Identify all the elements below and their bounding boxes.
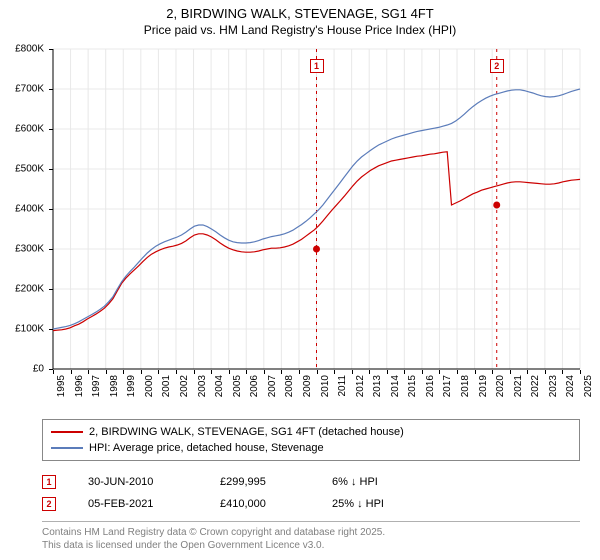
- x-axis-label: 2006: [249, 375, 260, 405]
- chart-marker-badge: 2: [490, 59, 504, 73]
- x-axis-label: 2004: [214, 375, 225, 405]
- x-axis-label: 2008: [284, 375, 295, 405]
- x-axis-label: 1997: [91, 375, 102, 405]
- x-axis-label: 2014: [390, 375, 401, 405]
- legend-label-hpi: HPI: Average price, detached house, Stev…: [89, 440, 324, 456]
- x-axis-label: 2007: [267, 375, 278, 405]
- x-axis-label: 2025: [583, 375, 594, 405]
- event-price: £410,000: [220, 498, 300, 510]
- x-axis-label: 2023: [548, 375, 559, 405]
- y-axis-label: £600K: [15, 124, 44, 135]
- event-delta: 25% ↓ HPI: [332, 498, 432, 510]
- x-axis-label: 2024: [565, 375, 576, 405]
- event-price: £299,995: [220, 476, 300, 488]
- chart-title: 2, BIRDWING WALK, STEVENAGE, SG1 4FT: [0, 6, 600, 21]
- x-axis-label: 2009: [302, 375, 313, 405]
- x-axis-label: 2001: [161, 375, 172, 405]
- chart-container: 2, BIRDWING WALK, STEVENAGE, SG1 4FT Pri…: [0, 0, 600, 560]
- x-axis-label: 2010: [320, 375, 331, 405]
- y-axis-label: £100K: [15, 324, 44, 335]
- legend-row: HPI: Average price, detached house, Stev…: [51, 440, 571, 456]
- x-axis-label: 1995: [56, 375, 67, 405]
- event-badge-1: 1: [42, 475, 56, 489]
- event-delta: 6% ↓ HPI: [332, 476, 432, 488]
- x-axis-label: 1998: [109, 375, 120, 405]
- event-row: 2 05-FEB-2021 £410,000 25% ↓ HPI: [42, 493, 580, 515]
- x-axis-label: 2015: [407, 375, 418, 405]
- x-axis-label: 1999: [126, 375, 137, 405]
- legend-label-property: 2, BIRDWING WALK, STEVENAGE, SG1 4FT (de…: [89, 424, 404, 440]
- y-axis-label: £500K: [15, 164, 44, 175]
- y-axis-label: £700K: [15, 84, 44, 95]
- legend-swatch-hpi: [51, 447, 83, 449]
- y-axis-label: £200K: [15, 284, 44, 295]
- event-date: 30-JUN-2010: [88, 476, 188, 488]
- y-axis-label: £800K: [15, 44, 44, 55]
- footnote: Contains HM Land Registry data © Crown c…: [42, 521, 580, 552]
- x-axis-label: 2016: [425, 375, 436, 405]
- legend-box: 2, BIRDWING WALK, STEVENAGE, SG1 4FT (de…: [42, 419, 580, 461]
- x-axis-label: 2019: [478, 375, 489, 405]
- chart-plot: £0 £100K £200K £300K £400K £500K £600K £700K £80…: [10, 41, 590, 411]
- legend-row: 2, BIRDWING WALK, STEVENAGE, SG1 4FT (de…: [51, 424, 571, 440]
- x-axis-label: 2012: [355, 375, 366, 405]
- x-axis-label: 2018: [460, 375, 471, 405]
- x-axis-label: 2003: [197, 375, 208, 405]
- event-table: 1 30-JUN-2010 £299,995 6% ↓ HPI 2 05-FEB…: [42, 471, 580, 515]
- legend-swatch-property: [51, 431, 83, 433]
- chart-subtitle: Price paid vs. HM Land Registry's House …: [0, 23, 600, 37]
- x-axis-label: 2000: [144, 375, 155, 405]
- footnote-line: Contains HM Land Registry data © Crown c…: [42, 526, 580, 539]
- x-axis-label: 2022: [530, 375, 541, 405]
- x-axis-label: 2021: [513, 375, 524, 405]
- x-axis-label: 2011: [337, 375, 348, 405]
- x-axis-label: 2020: [495, 375, 506, 405]
- y-axis-label: £400K: [15, 204, 44, 215]
- event-row: 1 30-JUN-2010 £299,995 6% ↓ HPI: [42, 471, 580, 493]
- event-badge-2: 2: [42, 497, 56, 511]
- x-axis-label: 2005: [232, 375, 243, 405]
- footnote-line: This data is licensed under the Open Gov…: [42, 539, 580, 552]
- y-axis-label: £0: [33, 364, 44, 375]
- x-axis-label: 2013: [372, 375, 383, 405]
- chart-marker-badge: 1: [310, 59, 324, 73]
- chart-svg: [10, 41, 590, 411]
- x-axis-label: 1996: [74, 375, 85, 405]
- x-axis-label: 2017: [442, 375, 453, 405]
- x-axis-label: 2002: [179, 375, 190, 405]
- y-axis-label: £300K: [15, 244, 44, 255]
- event-date: 05-FEB-2021: [88, 498, 188, 510]
